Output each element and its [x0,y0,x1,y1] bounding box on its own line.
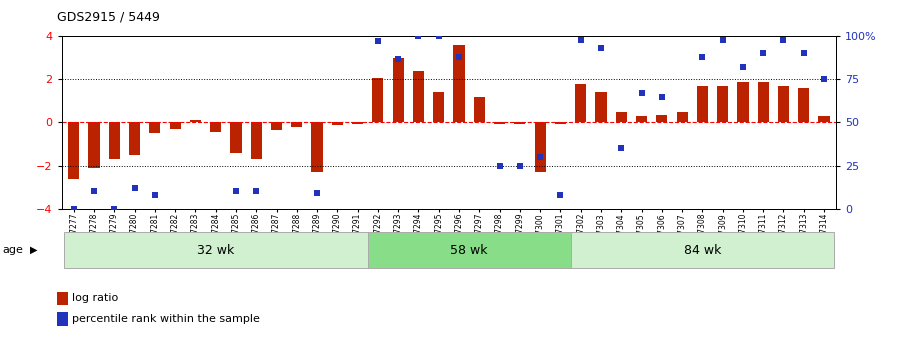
Bar [494,122,505,124]
Bar [656,115,667,122]
Text: 32 wk: 32 wk [197,244,234,257]
Text: age: age [3,245,24,255]
Bar [636,116,647,122]
Bar [372,78,384,122]
Bar [677,112,688,122]
Bar [717,86,729,122]
Bar [231,122,242,152]
Bar [555,122,566,124]
Bar [89,122,100,168]
Bar [778,86,789,122]
Bar [311,122,323,172]
Bar [129,122,140,155]
Bar [251,122,262,159]
Bar [190,120,201,122]
Text: ▶: ▶ [30,245,37,255]
Bar [291,122,302,127]
Bar [332,122,343,125]
Bar [68,122,80,178]
Bar [393,58,404,122]
Bar [169,122,181,129]
Bar [109,122,119,159]
Text: log ratio: log ratio [72,294,119,303]
Bar [738,81,748,122]
Bar [352,122,363,124]
Bar [149,122,160,133]
Bar [818,116,830,122]
Bar [570,232,834,268]
Bar [63,232,367,268]
Text: 58 wk: 58 wk [451,244,488,257]
Bar [210,122,221,132]
Bar [615,112,627,122]
Bar [367,232,570,268]
Text: 84 wk: 84 wk [683,244,721,257]
Bar [433,92,444,122]
Bar [514,122,526,124]
Bar [453,45,464,122]
Bar [473,97,485,122]
Text: GDS2915 / 5449: GDS2915 / 5449 [57,10,160,23]
Bar [575,83,586,122]
Bar [413,71,424,122]
Bar [271,122,282,130]
Bar [595,92,606,122]
Bar [798,88,809,122]
Bar [697,86,708,122]
Bar [535,122,546,172]
Bar [757,81,768,122]
Text: percentile rank within the sample: percentile rank within the sample [72,314,261,324]
